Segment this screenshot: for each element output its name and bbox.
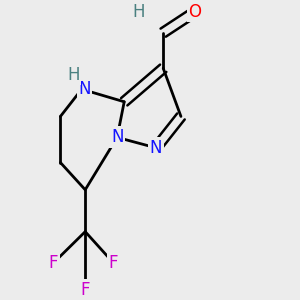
Text: F: F xyxy=(109,254,118,272)
Text: F: F xyxy=(80,281,90,299)
Text: H: H xyxy=(68,66,80,84)
Text: N: N xyxy=(79,80,91,98)
Text: N: N xyxy=(111,128,123,146)
Text: O: O xyxy=(189,3,202,21)
Text: H: H xyxy=(132,3,145,21)
Text: N: N xyxy=(150,139,162,157)
Text: F: F xyxy=(49,254,58,272)
